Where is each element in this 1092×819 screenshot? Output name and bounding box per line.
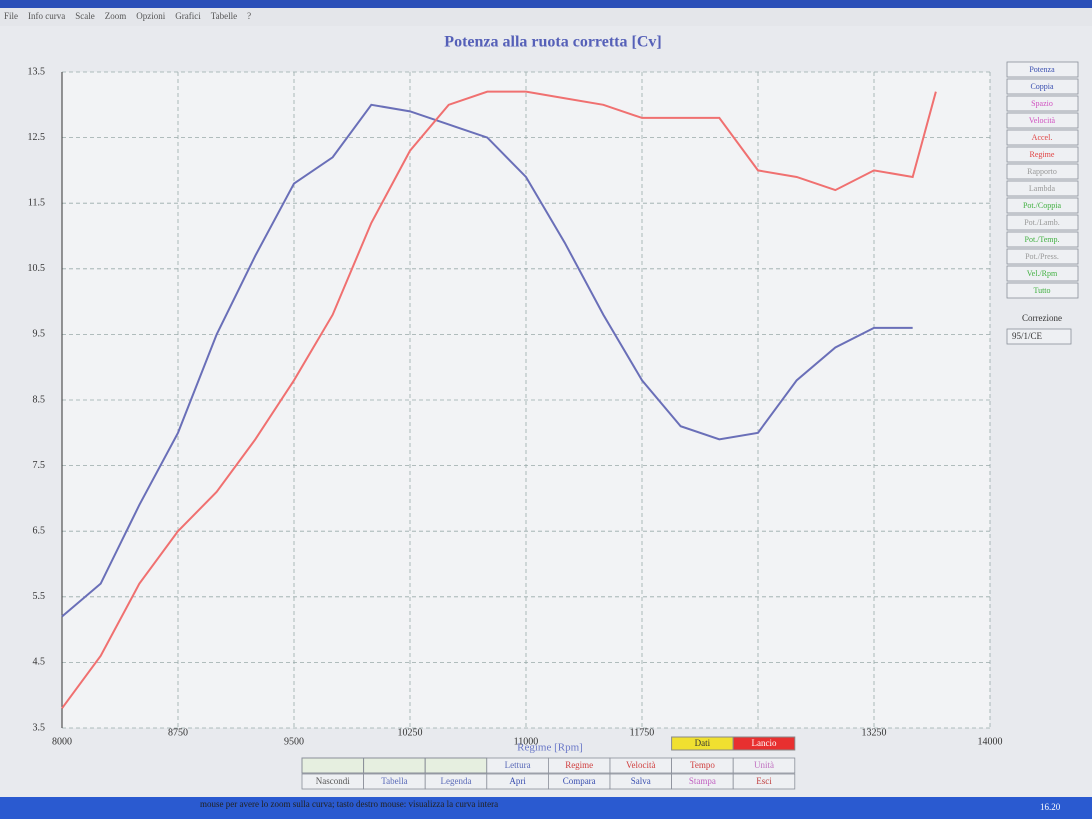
- side-button-label[interactable]: Pot./Temp.: [1025, 235, 1060, 244]
- menu-item[interactable]: Opzioni: [136, 11, 165, 21]
- y-tick-label: 8.5: [33, 394, 46, 405]
- menu-item[interactable]: Zoom: [105, 11, 127, 21]
- x-tick-label: 8000: [52, 736, 72, 747]
- button-label[interactable]: Unità: [754, 760, 774, 770]
- menu-item[interactable]: ?: [247, 11, 251, 21]
- side-button[interactable]: [1006, 163, 1079, 180]
- side-button-label[interactable]: Pot./Lamb.: [1024, 218, 1060, 227]
- x-tick-label: 13250: [862, 727, 887, 738]
- dati-label[interactable]: Dati: [695, 738, 711, 748]
- y-tick-label: 7.5: [33, 460, 46, 471]
- side-button[interactable]: [1006, 112, 1079, 129]
- side-button-label[interactable]: Pot./Press.: [1025, 252, 1059, 261]
- side-button-label[interactable]: Tutto: [1033, 286, 1050, 295]
- button[interactable]: [424, 757, 488, 774]
- side-button[interactable]: [1006, 231, 1079, 248]
- button-label[interactable]: Regime: [565, 760, 593, 770]
- side-button[interactable]: [1006, 78, 1079, 95]
- lancio-label[interactable]: Lancio: [752, 738, 777, 748]
- title-bar: [0, 0, 1092, 8]
- button-label[interactable]: Lettura: [505, 760, 531, 770]
- x-tick-label: 8750: [168, 727, 188, 738]
- correction-label: Correzione: [1022, 313, 1062, 323]
- y-tick-label: 9.5: [33, 329, 46, 340]
- button-label[interactable]: Velocità: [626, 760, 656, 770]
- button-label[interactable]: Nascondi: [316, 776, 350, 786]
- menu-item[interactable]: Info curva: [28, 11, 65, 21]
- button[interactable]: [732, 773, 796, 790]
- side-button-label[interactable]: Spazio: [1031, 99, 1053, 108]
- side-button[interactable]: [1006, 129, 1079, 146]
- y-tick-label: 3.5: [33, 722, 46, 733]
- menu-item[interactable]: File: [4, 11, 18, 21]
- button[interactable]: [732, 757, 796, 774]
- correction-value[interactable]: 95/1/CE: [1012, 331, 1043, 341]
- side-button[interactable]: [1006, 197, 1079, 214]
- side-button[interactable]: [1006, 214, 1079, 231]
- x-tick-label: 14000: [978, 736, 1003, 747]
- correction-select[interactable]: [1006, 328, 1072, 345]
- series-line: [61, 90, 937, 709]
- clock: 16.20: [1040, 802, 1061, 812]
- button-label[interactable]: Esci: [756, 776, 772, 786]
- button[interactable]: [301, 757, 365, 774]
- y-tick-label: 4.5: [33, 657, 46, 668]
- lancio-button[interactable]: [732, 736, 796, 751]
- side-button-label[interactable]: Vel./Rpm: [1027, 269, 1058, 278]
- y-tick-label: 5.5: [33, 591, 46, 602]
- y-tick-label: 13.5: [28, 66, 46, 77]
- y-tick-label: 12.5: [28, 132, 46, 143]
- side-button-label[interactable]: Coppia: [1030, 82, 1054, 91]
- x-tick-label: 9500: [284, 736, 304, 747]
- y-tick-label: 6.5: [33, 525, 46, 536]
- status-text: mouse per avere lo zoom sulla curva; tas…: [200, 799, 498, 809]
- side-button-label[interactable]: Accel.: [1032, 133, 1053, 142]
- side-button[interactable]: [1006, 180, 1079, 197]
- button-label[interactable]: Tabella: [381, 776, 407, 786]
- button-label[interactable]: Apri: [509, 776, 526, 786]
- button-label[interactable]: Salva: [631, 776, 651, 786]
- side-button[interactable]: [1006, 146, 1079, 163]
- x-tick-label: 10250: [398, 727, 423, 738]
- side-button[interactable]: [1006, 95, 1079, 112]
- side-button-label[interactable]: Potenza: [1029, 65, 1055, 74]
- button-label[interactable]: Stampa: [689, 776, 716, 786]
- side-button-label[interactable]: Rapporto: [1027, 167, 1057, 176]
- side-button[interactable]: [1006, 248, 1079, 265]
- y-tick-label: 11.5: [28, 197, 45, 208]
- side-button-label[interactable]: Regime: [1030, 150, 1055, 159]
- y-tick-label: 10.5: [28, 263, 46, 274]
- menu-item[interactable]: Scale: [75, 11, 95, 21]
- taskbar: [0, 797, 1092, 819]
- side-button-label[interactable]: Velocità: [1029, 116, 1056, 125]
- side-button[interactable]: [1006, 265, 1079, 282]
- button-label[interactable]: Legenda: [441, 776, 472, 786]
- menu-bar: [0, 8, 1092, 26]
- side-button[interactable]: [1006, 61, 1079, 78]
- series-line: [61, 103, 913, 618]
- x-axis-label: Regime [Rpm]: [517, 742, 583, 754]
- side-button[interactable]: [1006, 282, 1079, 299]
- menu-item[interactable]: Tabelle: [211, 11, 237, 21]
- button-label[interactable]: Tempo: [690, 760, 715, 770]
- button-label[interactable]: Compara: [563, 776, 596, 786]
- side-button-label[interactable]: Pot./Coppia: [1023, 201, 1061, 210]
- x-tick-label: 11750: [630, 727, 655, 738]
- side-button-label[interactable]: Lambda: [1029, 184, 1056, 193]
- menu-item[interactable]: Grafici: [175, 11, 201, 21]
- x-tick-label: 11000: [514, 736, 539, 747]
- chart-title: Potenza alla ruota corretta [Cv]: [444, 34, 661, 51]
- button[interactable]: [363, 757, 426, 774]
